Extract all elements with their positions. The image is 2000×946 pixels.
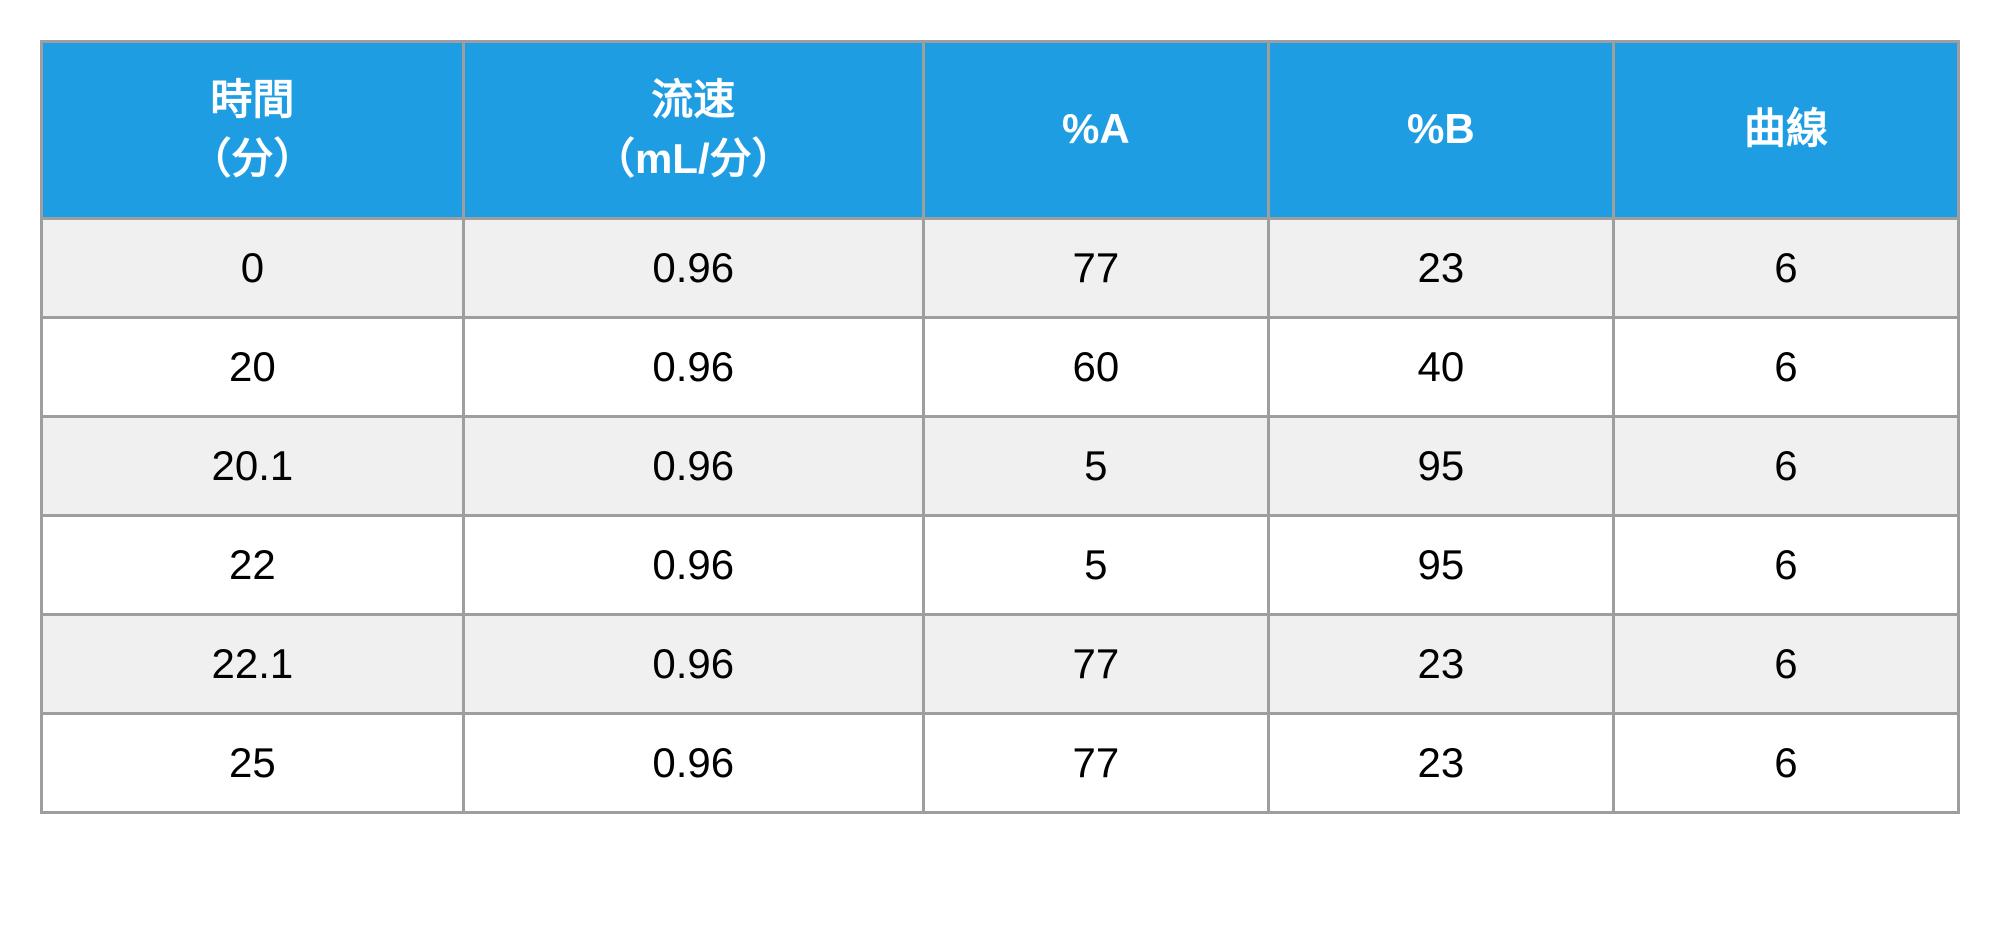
table-cell: 0.96 <box>463 416 923 515</box>
table-cell: 23 <box>1268 614 1613 713</box>
table-row: 20.10.965956 <box>42 416 1959 515</box>
table-header-label: 時間 <box>210 76 294 123</box>
table-row: 220.965956 <box>42 515 1959 614</box>
table-cell: 23 <box>1268 713 1613 812</box>
table-body: 00.9677236200.966040620.10.965956220.965… <box>42 218 1959 812</box>
table-cell: 6 <box>1613 317 1958 416</box>
table-header-label: %A <box>1062 105 1130 152</box>
table-row: 00.9677236 <box>42 218 1959 317</box>
table-header-cell: %B <box>1268 42 1613 219</box>
table-header-cell: 時間 （分） <box>42 42 464 219</box>
table-header-label: %B <box>1407 105 1475 152</box>
table-cell: 22 <box>42 515 464 614</box>
table-cell: 25 <box>42 713 464 812</box>
table-row: 250.9677236 <box>42 713 1959 812</box>
table-cell: 77 <box>923 218 1268 317</box>
table-cell: 6 <box>1613 515 1958 614</box>
table-cell: 5 <box>923 416 1268 515</box>
table-header-label: 流速 <box>651 76 735 123</box>
table-cell: 6 <box>1613 614 1958 713</box>
table-cell: 60 <box>923 317 1268 416</box>
table-header-row: 時間 （分） 流速 （mL/分） %A %B 曲線 <box>42 42 1959 219</box>
table-header-cell: 曲線 <box>1613 42 1958 219</box>
table-cell: 0.96 <box>463 515 923 614</box>
table-cell: 40 <box>1268 317 1613 416</box>
table-cell: 95 <box>1268 416 1613 515</box>
table-cell: 23 <box>1268 218 1613 317</box>
table-cell: 22.1 <box>42 614 464 713</box>
gradient-table: 時間（分）流速（mL/分）%A%B曲線 00.9677236200.966040… <box>40 40 1960 814</box>
table-cell: 0.96 <box>463 713 923 812</box>
table-cell: 20.1 <box>42 416 464 515</box>
table-cell: 0.96 <box>463 317 923 416</box>
table-cell: 6 <box>1613 218 1958 317</box>
table-header-cell: 流速 （mL/分） <box>463 42 923 219</box>
table-cell: 6 <box>1613 713 1958 812</box>
table-row: 200.9660406 <box>42 317 1959 416</box>
table-header-label: 曲線 <box>1744 105 1828 152</box>
table-header-cell: %A <box>923 42 1268 219</box>
table-cell: 77 <box>923 614 1268 713</box>
gradient-table-container: 時間（分）流速（mL/分）%A%B曲線 00.9677236200.966040… <box>40 40 1960 814</box>
table-cell: 77 <box>923 713 1268 812</box>
table-cell: 0.96 <box>463 218 923 317</box>
table-row: 22.10.9677236 <box>42 614 1959 713</box>
table-cell: 6 <box>1613 416 1958 515</box>
table-header-label: （mL/分） <box>593 135 794 182</box>
table-header: 時間 （分） 流速 （mL/分） %A %B 曲線 <box>42 42 1959 219</box>
table-cell: 95 <box>1268 515 1613 614</box>
table-cell: 0.96 <box>463 614 923 713</box>
table-cell: 0 <box>42 218 464 317</box>
table-cell: 5 <box>923 515 1268 614</box>
table-header-label: （分） <box>189 135 315 182</box>
table-cell: 20 <box>42 317 464 416</box>
